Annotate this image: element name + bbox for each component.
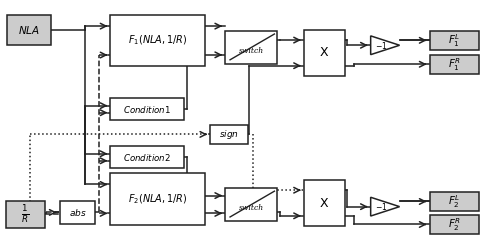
Text: $F_2(NLA,1/R)$: $F_2(NLA,1/R)$ — [128, 192, 188, 206]
Polygon shape — [370, 36, 400, 55]
Bar — [430, 55, 480, 74]
Bar — [110, 146, 184, 169]
Bar — [6, 201, 44, 228]
Polygon shape — [370, 197, 400, 216]
Text: switch: switch — [238, 47, 264, 55]
Bar — [304, 180, 344, 226]
Text: $F_2^L$: $F_2^L$ — [448, 193, 460, 210]
Text: $sign$: $sign$ — [219, 128, 239, 141]
Bar — [110, 98, 184, 120]
Bar — [225, 31, 278, 64]
Text: $F_1^L$: $F_1^L$ — [448, 32, 460, 49]
Bar — [430, 192, 480, 211]
Bar — [110, 173, 205, 225]
Text: switch: switch — [238, 204, 264, 212]
Bar — [110, 15, 205, 66]
Text: $-1$: $-1$ — [376, 40, 388, 51]
Text: X: X — [320, 197, 328, 210]
Text: $F_2^R$: $F_2^R$ — [448, 216, 461, 233]
Bar — [304, 30, 344, 76]
Text: X: X — [320, 46, 328, 59]
Text: $-1$: $-1$ — [376, 201, 388, 212]
Text: $\frac{1}{R}$: $\frac{1}{R}$ — [21, 203, 29, 225]
Text: $NLA$: $NLA$ — [18, 24, 40, 36]
Bar — [60, 201, 96, 223]
Text: $F_1(NLA,1/R)$: $F_1(NLA,1/R)$ — [128, 34, 188, 47]
Bar — [6, 15, 51, 45]
Bar — [430, 215, 480, 234]
Bar — [430, 31, 480, 50]
Text: $F_1^R$: $F_1^R$ — [448, 56, 461, 73]
Text: $Condition2$: $Condition2$ — [124, 152, 171, 163]
Text: $abs$: $abs$ — [68, 207, 86, 218]
Bar — [225, 188, 278, 221]
Text: $Condition1$: $Condition1$ — [124, 104, 171, 115]
Bar — [210, 125, 248, 144]
